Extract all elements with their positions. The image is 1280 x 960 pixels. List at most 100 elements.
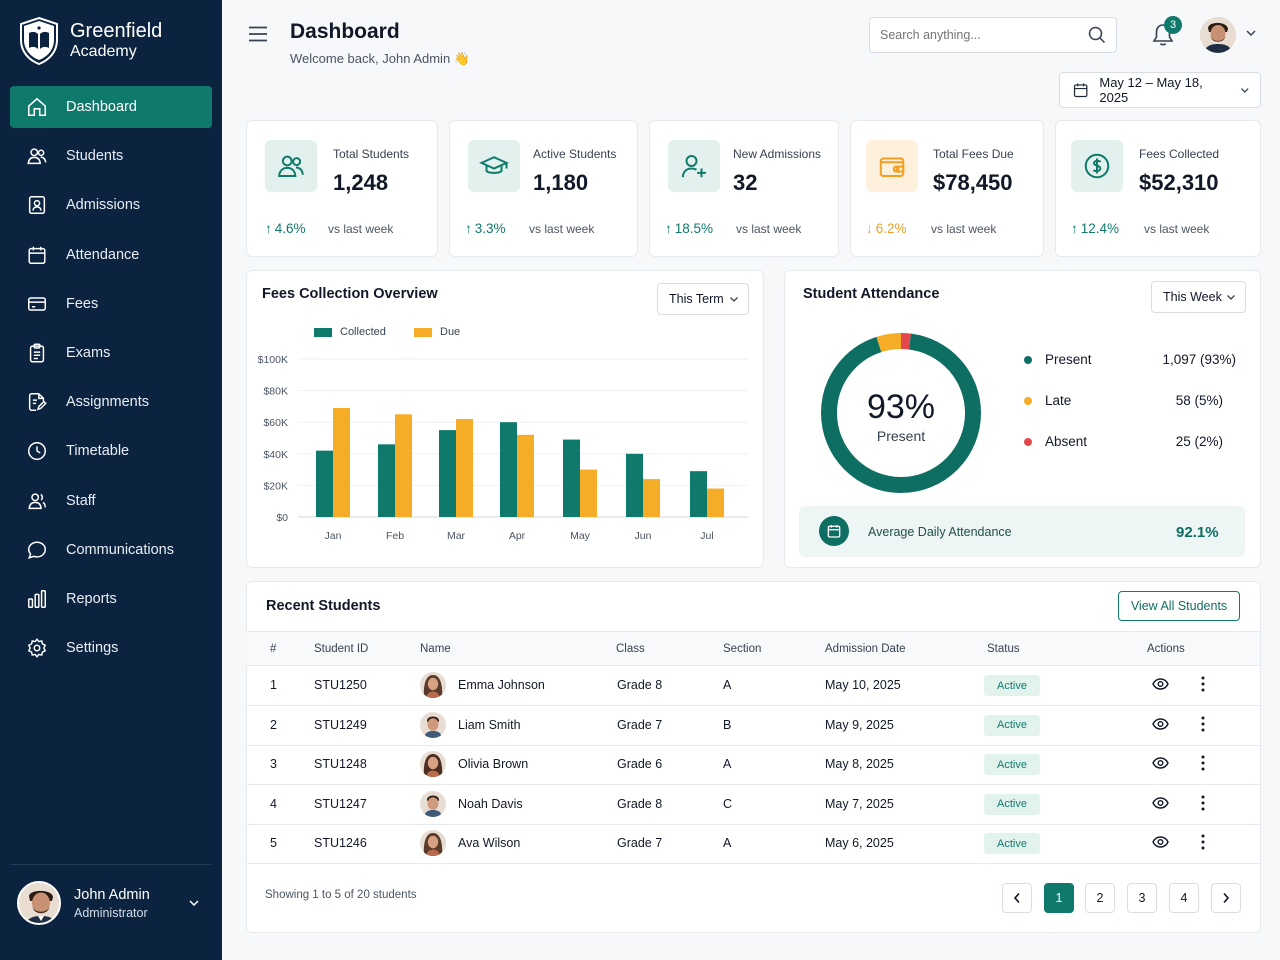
more-options-icon[interactable] [1201,716,1205,732]
table-row[interactable]: 4 STU1247 Noah Davis Grade 8 C May 7, 2025 Act… [246,785,1260,825]
student-section: B [723,717,732,732]
dollar-icon [1071,140,1123,192]
view-all-students-button[interactable]: View All Students [1118,591,1240,621]
term-filter-select[interactable]: This Term [657,283,749,315]
brand[interactable]: Greenfield Academy [18,16,162,66]
view-eye-icon[interactable] [1152,757,1169,769]
row-number: 2 [270,717,277,732]
more-options-icon[interactable] [1201,795,1205,811]
search-bar[interactable] [869,17,1117,53]
view-eye-icon[interactable] [1152,797,1169,809]
sidebar-item-fees[interactable]: Fees [10,283,212,325]
stat-compare-label: vs last week [736,222,802,236]
legend-label: Collected [340,326,386,338]
column-header: Section [723,643,762,655]
bar-due-may [580,469,597,517]
student-name: Olivia Brown [458,757,529,772]
notification-badge: 3 [1164,16,1182,34]
attendance-label: Late [1045,393,1072,408]
view-eye-icon[interactable] [1152,678,1169,690]
stat-card-fees-due[interactable]: Total Fees Due $78,450 ↓ 6.2% vs last wee… [850,120,1044,257]
sidebar-item-exams[interactable]: Exams [10,332,212,374]
average-attendance-bar: Average Daily Attendance 92.1% [799,506,1245,557]
bar-due-jun [643,479,660,517]
table-row[interactable]: 1 STU1250 Emma Johnson Grade 8 A May 10, 2025… [246,666,1260,706]
sidebar-item-assignments[interactable]: Assignments [10,381,212,423]
page-button-1[interactable]: 1 [1044,883,1074,913]
student-id: STU1249 [314,717,367,732]
table-row[interactable]: 2 STU1249 Liam Smith Grade 7 B May 9, 2025 Act… [246,706,1260,746]
student-name: Noah Davis [458,796,523,811]
x-tick-label: Jan [325,530,342,542]
sidebar-item-communications[interactable]: Communications [10,529,212,571]
bar-due-feb [395,414,412,517]
student-avatar [420,790,446,817]
sidebar-item-staff[interactable]: Staff [10,480,212,522]
user-plus-icon [668,140,720,192]
table-row[interactable]: 5 STU1246 Ava Wilson Grade 7 A May 6, 2025 Act… [246,824,1260,865]
student-id: STU1247 [314,796,367,811]
legend-swatch [314,327,332,337]
sidebar-item-label: Settings [66,640,119,657]
more-options-icon[interactable] [1201,676,1205,692]
sidebar-item-dashboard[interactable]: Dashboard [10,86,212,128]
stat-card-total-students[interactable]: Total Students 1,248 ↑ 4.6% vs last week [246,120,438,257]
admission-date: May 7, 2025 [825,796,894,811]
more-options-icon[interactable] [1201,755,1205,771]
status-badge: Active [984,833,1040,855]
attendance-value: 1,097 (93%) [1162,352,1236,367]
week-filter-select[interactable]: This Week [1151,281,1246,313]
graduation-cap-icon [468,140,520,192]
panel-title: Fees Collection Overview [262,286,438,302]
view-eye-icon[interactable] [1152,836,1169,849]
legend-dot [1024,396,1032,405]
clock-icon [28,442,46,461]
table-row[interactable]: 3 STU1248 Olivia Brown Grade 6 A May 8, 2025 A… [246,745,1260,786]
chat-icon [27,541,46,559]
stat-card-new-admissions[interactable]: New Admissions 32 ↑ 18.5% vs last week [649,120,839,257]
sidebar-item-timetable[interactable]: Timetable [10,430,212,472]
page-button-2[interactable]: 2 [1085,883,1115,913]
avatar[interactable] [1200,17,1236,53]
credit-card-icon [28,297,46,311]
date-range-picker[interactable]: May 12 – May 18, 2025 [1059,72,1261,108]
page-button-3[interactable]: 3 [1127,883,1157,913]
sidebar-item-reports[interactable]: Reports [10,578,212,620]
sidebar-item-attendance[interactable]: Attendance [10,234,212,276]
sidebar-user-card[interactable]: John Admin Administrator [10,864,212,925]
date-range-label: May 12 – May 18, 2025 [1099,75,1203,105]
chevron-down-icon[interactable] [188,899,200,907]
arrow-up-icon: ↑ [465,221,472,236]
sidebar-item-settings[interactable]: Settings [10,627,212,669]
row-number: 5 [270,836,277,851]
stat-value: $52,310 [1139,170,1219,195]
status-badge: Active [984,754,1040,776]
sidebar-item-admissions[interactable]: Admissions [10,184,212,226]
x-tick-label: Feb [386,530,404,542]
search-input[interactable] [880,28,1080,42]
stat-card-active-students[interactable]: Active Students 1,180 ↑ 3.3% vs last week [449,120,638,257]
view-eye-icon[interactable] [1152,717,1169,730]
menu-icon[interactable] [248,26,268,42]
user-name: John Admin [74,886,150,903]
more-options-icon[interactable] [1201,834,1205,850]
sidebar-item-label: Students [66,148,124,165]
page-button-4[interactable]: 4 [1169,883,1199,913]
chevron-down-icon[interactable] [1245,29,1257,37]
y-tick-label: $20K [263,480,288,492]
column-header: Actions [1147,643,1185,655]
y-tick-label: $0 [276,512,288,524]
x-tick-label: Jun [635,530,652,542]
calendar-icon [28,246,46,264]
bar-collected-feb [378,444,395,517]
chevron-down-icon [1241,87,1249,93]
search-icon[interactable] [1088,26,1106,44]
prev-page-button[interactable] [1002,883,1032,913]
next-page-button[interactable] [1211,883,1241,913]
stat-card-fees-collected[interactable]: Fees Collected $52,310 ↑ 12.4% vs last we… [1055,120,1261,257]
donut-segment-present [821,333,981,493]
sidebar-item-students[interactable]: Students [10,135,212,177]
sidebar-item-label: Attendance [66,246,140,263]
arrow-up-icon: ↑ [265,221,272,236]
legend-item-due: Due [414,326,460,338]
